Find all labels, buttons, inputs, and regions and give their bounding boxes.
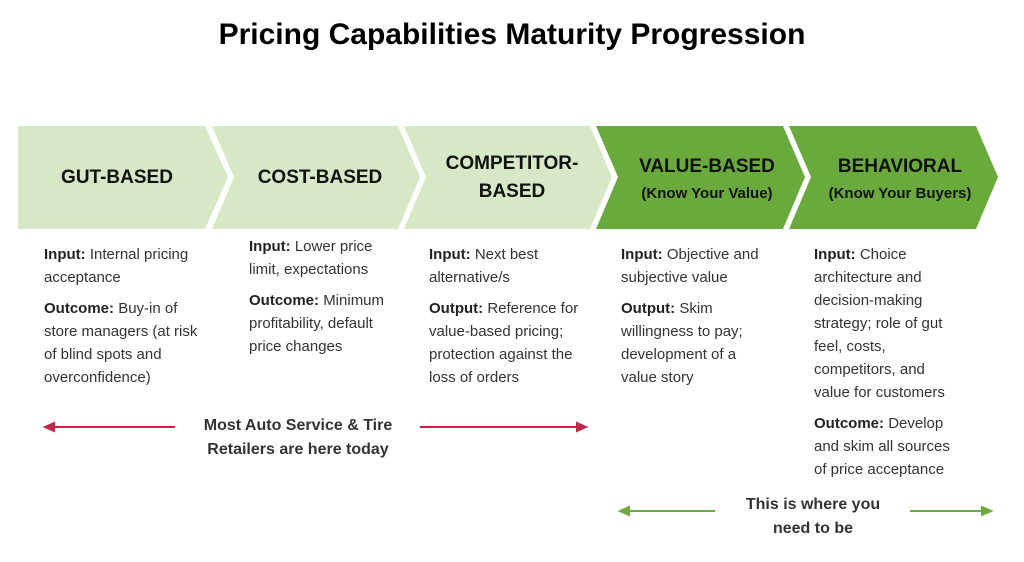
description-item: Input: Internal pricing acceptance — [44, 243, 204, 289]
stage-sublabel: (Know Your Buyers) — [828, 185, 972, 202]
item-label: Input: — [814, 246, 856, 263]
item-text: Develop and skim all sources of price ac… — [814, 415, 950, 478]
item-label: Input: — [249, 238, 291, 255]
item-text: Lower price limit, expectations — [249, 238, 373, 278]
stage-name: BEHAVIORAL — [837, 156, 963, 177]
chevron — [404, 126, 612, 229]
description-item: Outcome: Develop and skim all sources of… — [814, 412, 964, 481]
stage-description: Input: Internal pricing acceptance Outcom… — [44, 243, 204, 397]
chevron — [789, 126, 998, 229]
stage-name: COST-BASED — [257, 166, 383, 188]
stage-label: GUT-BASED — [22, 126, 212, 229]
item-label: Outcome: — [249, 292, 320, 309]
item-label: Input: — [44, 246, 86, 263]
stage-label: COST-BASED — [232, 126, 408, 229]
stage-description: Input: Lower price limit, expectations Ou… — [249, 235, 399, 366]
stage-description: Input: Objective and subjective value Out… — [621, 243, 776, 397]
title: Pricing Capabilities Maturity Progressio… — [218, 18, 806, 51]
arrowhead — [617, 505, 630, 517]
stage-name: GUT-BASED — [61, 166, 173, 188]
description-item: Input: Next best alternative/s — [429, 243, 579, 289]
item-text: Minimum profitability, default price cha… — [249, 292, 385, 355]
description-item: Input: Lower price limit, expectations — [249, 235, 399, 281]
item-label: Output: — [621, 300, 676, 317]
item-text: Next best alternative/s — [429, 246, 539, 286]
arrowhead — [576, 421, 589, 433]
item-text: Choice architecture and decision-making … — [814, 246, 945, 401]
chevron — [18, 126, 228, 229]
item-text: Reference for value-based pricing; prote… — [429, 300, 579, 386]
item-label: Input: — [621, 246, 663, 263]
annotation: This is where you need to be — [745, 496, 881, 537]
stage-sublabel: (Know Your Value) — [641, 185, 773, 202]
stage-label: BEHAVIORAL (Know Your Buyers) — [809, 126, 991, 229]
item-text: Buy-in of store managers (at risk of bli… — [44, 300, 198, 386]
description-item: Outcome: Buy-in of store managers (at ri… — [44, 297, 204, 389]
stage-description: Input: Next best alternative/s Output: Re… — [429, 243, 579, 397]
arrowhead — [42, 421, 55, 433]
description-item: Input: Choice architecture and decision-… — [814, 243, 964, 404]
annotation: Most Auto Service & Tire Retailers are h… — [203, 417, 393, 458]
item-label: Input: — [429, 246, 471, 263]
stage-name: VALUE-BASED — [639, 156, 775, 177]
chevron — [596, 126, 805, 229]
stage-description: Input: Choice architecture and decision-… — [814, 243, 964, 489]
stage-name: COMPETITOR-BASED — [445, 152, 579, 202]
item-text: Skim willingness to pay; development of … — [621, 300, 743, 386]
description-item: Output: Reference for value-based pricin… — [429, 297, 579, 389]
arrowhead — [981, 505, 994, 517]
item-text: Objective and subjective value — [621, 246, 759, 286]
item-label: Outcome: — [44, 300, 115, 317]
description-item: Outcome: Minimum profitability, default … — [249, 289, 399, 358]
stage-label: COMPETITOR-BASED — [424, 126, 600, 229]
stage-label: VALUE-BASED (Know Your Value) — [616, 126, 798, 229]
item-label: Output: — [429, 300, 484, 317]
item-label: Outcome: — [814, 415, 885, 432]
chevron — [212, 126, 420, 229]
item-text: Internal pricing acceptance — [44, 246, 189, 286]
description-item: Input: Objective and subjective value — [621, 243, 776, 289]
description-item: Output: Skim willingness to pay; develop… — [621, 297, 776, 389]
